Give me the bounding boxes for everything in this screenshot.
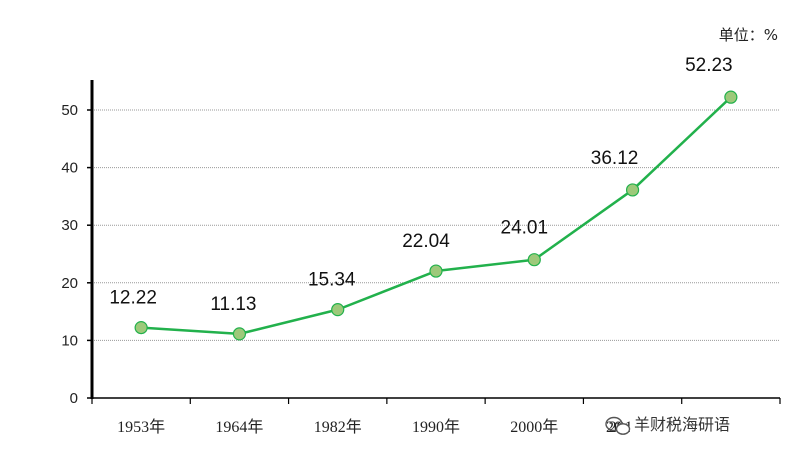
watermark-backing — [630, 412, 762, 436]
x-tick-label: 1964年 — [215, 418, 263, 436]
x-tick-labels: 1953年1964年1982年1990年2000年2010年20 — [117, 418, 656, 436]
data-point — [724, 90, 738, 104]
data-point — [331, 303, 345, 317]
data-label: 12.22 — [109, 288, 157, 309]
watermark: 羊财税海研语 — [605, 412, 762, 436]
data-label: 36.12 — [591, 148, 639, 169]
data-point — [232, 327, 247, 341]
y-tick-label: 20 — [61, 275, 78, 292]
y-tick-label: 50 — [61, 102, 78, 119]
data-point — [429, 264, 443, 278]
unit-label: 单位：% — [719, 26, 778, 44]
data-label: 11.13 — [210, 294, 256, 315]
y-tick-label: 10 — [61, 332, 78, 349]
data-point — [134, 321, 148, 335]
data-labels: 12.22 11.13 15.34 22.04 24.01 36.12 52.23 — [109, 55, 732, 315]
watermark-text: 羊财税海研语 — [634, 415, 730, 434]
y-tick-labels: 0 10 20 30 40 50 — [61, 102, 78, 407]
x-tick-label: 1990年 — [412, 418, 460, 436]
data-point — [527, 253, 541, 267]
x-tick-label: 1953年 — [117, 418, 165, 436]
axes — [87, 80, 781, 404]
y-tick-label: 40 — [61, 160, 78, 177]
x-tick-label: 2000年 — [510, 418, 558, 436]
grid-lines — [92, 109, 780, 341]
data-label: 24.01 — [501, 218, 549, 239]
wechat-icon — [605, 416, 631, 435]
y-tick-label: 0 — [70, 390, 78, 407]
series — [134, 90, 738, 341]
x-tick-label: 1982年 — [314, 418, 362, 436]
y-tick-label: 30 — [61, 217, 78, 234]
data-label: 52.23 — [685, 55, 733, 76]
data-label: 15.34 — [308, 270, 356, 291]
data-point — [625, 183, 640, 197]
data-label: 22.04 — [402, 231, 450, 252]
